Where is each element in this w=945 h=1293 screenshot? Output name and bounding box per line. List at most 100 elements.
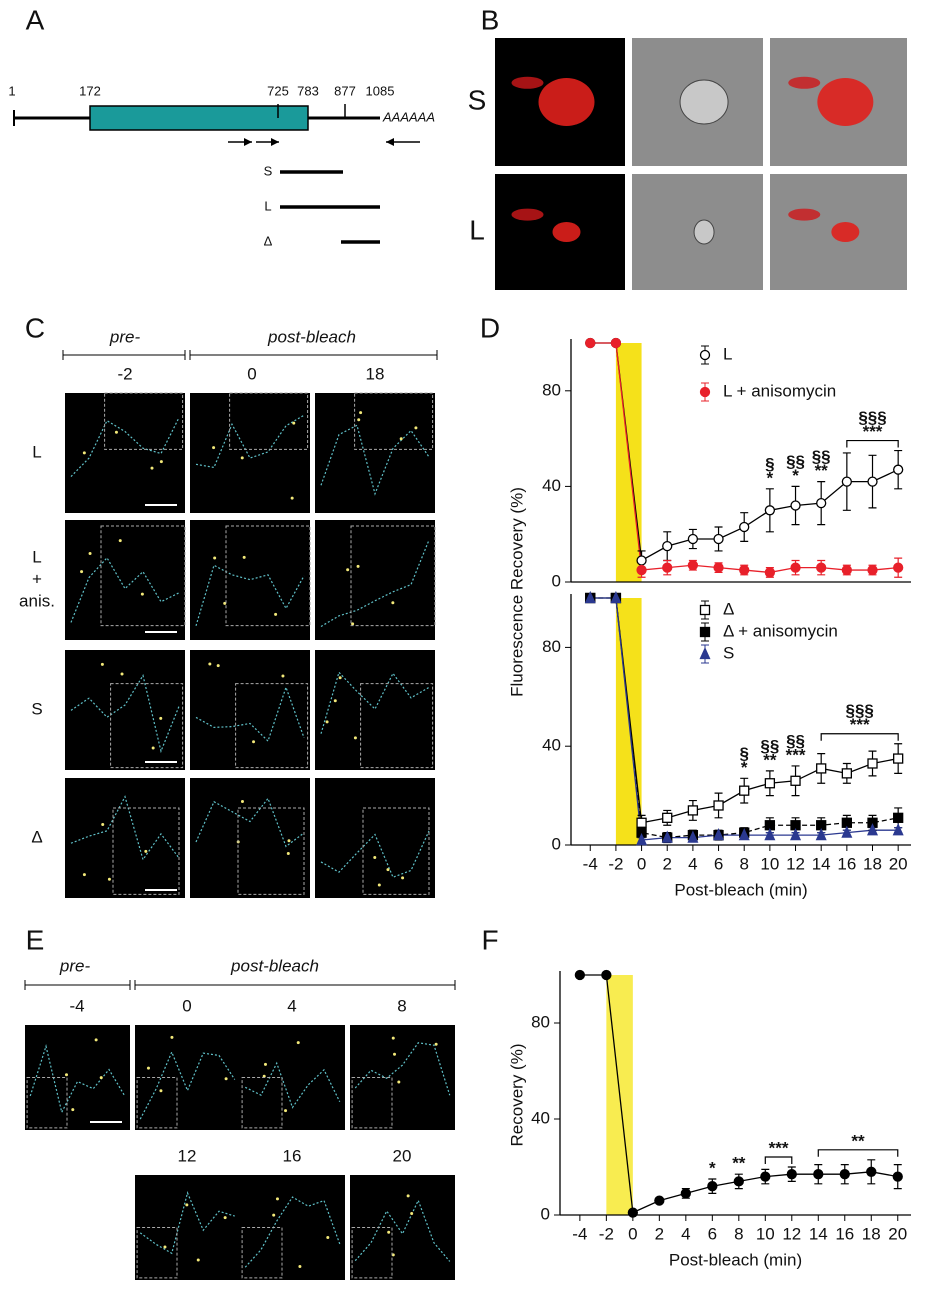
y-tick-label: 0 [541,1204,550,1223]
marker [654,1195,665,1206]
x-tick-label: 20 [889,854,908,873]
y-tick-label: 0 [552,834,561,853]
puncta [410,1212,414,1216]
marker [867,476,878,487]
marker [636,564,647,576]
y-tick-label: 0 [552,571,561,590]
x-tick-label: 8 [734,1224,743,1243]
x-tick-label: 6 [714,854,723,873]
puncta [159,460,163,464]
position-label: 172 [79,83,101,98]
marker [739,521,750,533]
puncta [82,451,86,455]
puncta [393,1052,397,1056]
marker [713,828,725,841]
bleach-roi [26,1077,68,1129]
puncta [224,1077,228,1081]
arrow-head [244,138,252,146]
cell [693,219,715,245]
marker [680,1188,691,1199]
neurite [139,1050,236,1120]
puncta [94,1038,98,1042]
header: post-bleach [267,327,356,346]
marker [627,1207,638,1218]
y-tick-label: 40 [542,476,561,495]
marker [839,1169,850,1180]
puncta [99,1076,103,1080]
bleach-roi [229,392,309,450]
puncta [101,823,105,827]
significance: * [767,468,774,487]
marker [893,753,904,764]
neurite [29,1044,126,1114]
neurite [139,1191,235,1255]
arrow-head [271,138,279,146]
marker [764,567,776,578]
micrograph [350,1025,455,1130]
micrograph [190,520,310,640]
puncta [391,601,395,605]
puncta [414,426,418,430]
neurite [195,685,305,743]
micrograph [25,1025,130,1130]
panel-label: C [25,312,45,343]
puncta [159,1089,163,1093]
legend-marker [699,604,711,616]
panel-label: B [481,4,500,35]
marker [662,562,673,573]
x-tick-label: 6 [708,1224,717,1243]
legend-label: S [723,643,734,662]
arrow-head [386,138,394,146]
marker [867,564,878,576]
puncta [240,800,244,804]
neurite [320,830,430,878]
header: pre- [59,956,91,975]
neurite [244,1196,341,1268]
marker [713,533,724,545]
marker [786,1169,797,1180]
puncta [346,568,350,572]
puncta [107,877,111,881]
puncta [146,1066,150,1070]
bracket [134,980,456,990]
marker [738,828,750,841]
row-label: + [32,569,42,588]
puncta [71,1108,75,1112]
micrograph [135,1175,240,1280]
bleach-roi [235,683,309,769]
micrograph [190,778,310,898]
bleach-roi [136,1227,178,1279]
marker [790,500,801,511]
marker [760,1171,771,1182]
marker [866,1166,877,1177]
puncta [150,466,154,470]
marker [816,763,827,774]
x-tick-label: 14 [812,854,831,873]
marker [816,497,827,509]
puncta [357,418,361,422]
neurite [320,539,430,627]
time-label: 18 [366,364,385,383]
x-tick-label: 10 [756,1224,775,1243]
legend-marker [699,626,711,638]
poly-a: AAAAAA [382,109,435,124]
puncta [213,556,217,560]
x-tick-label: 18 [863,854,882,873]
puncta [242,555,246,559]
construct-label: L [264,198,271,213]
neurite [244,1061,341,1109]
red-signal [788,208,821,221]
puncta [118,539,122,543]
marker [687,533,699,545]
significance: §§ [812,447,831,466]
x-tick-label: 10 [760,854,779,873]
significance-bracket [764,1156,793,1164]
marker [610,337,622,349]
bleach-roi [110,683,184,769]
marker [601,969,612,981]
marker [841,825,853,838]
neurite [320,424,430,496]
bleach-roi [354,392,434,450]
bleach-roi [351,1227,393,1279]
x-tick-label: 2 [655,1224,664,1243]
